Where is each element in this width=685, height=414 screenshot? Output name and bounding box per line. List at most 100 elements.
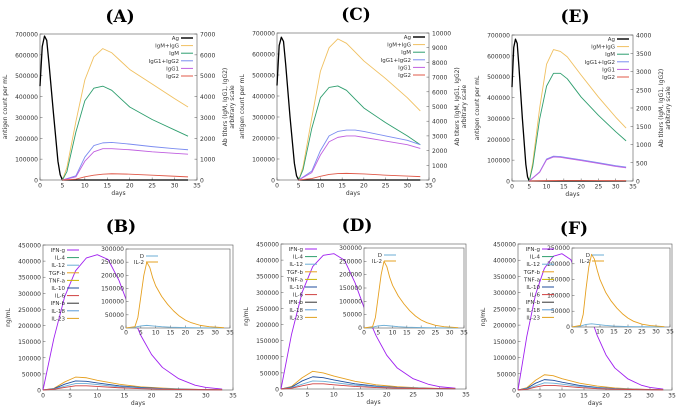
y2-tick-label: 3000 [200, 115, 215, 122]
y-axis-label: antigen count per mL [2, 74, 9, 139]
y-tick-label: 0 [358, 325, 362, 332]
panel-e: (E)0 5 10 15 20 25 30 3501000002000003000004000… [474, 7, 672, 198]
inset-chart: 0 5 10 15 20 25 30 35 0 50000 100000 150000 200000 25… [547, 245, 674, 336]
y-tick-label: 400000 [493, 258, 516, 265]
y-tick-label: 100000 [547, 292, 570, 299]
y-tick-label: 400000 [487, 95, 510, 102]
y-tick-label: 300000 [256, 290, 279, 297]
x-tick-label: 5 [584, 329, 588, 336]
y-tick-label: 100000 [493, 355, 516, 362]
y2-tick-label: 6000 [200, 52, 215, 59]
panel-c: (C)0 5 10 15 20 25 30 3501000002000003000004000… [239, 5, 468, 197]
series-line-il-6 [280, 383, 456, 390]
x-tick-label: 30 [646, 393, 654, 400]
x-axis-label: days [111, 190, 125, 197]
y-tick-label: 0 [271, 178, 275, 185]
legend-label-ag: Ag [608, 37, 615, 43]
panel-a: (A)0 5 10 15 20 25 30 3501000002000003000004000… [2, 7, 236, 197]
x-tick-label: 5 [538, 393, 542, 400]
plot-frame [42, 244, 234, 391]
legend-label-tgf-b: TGF-b [523, 270, 541, 276]
legend-label-ag: Ag [172, 36, 179, 42]
y-tick-label: 0 [506, 179, 510, 186]
x-tick-label: 0 [41, 393, 45, 400]
y-tick-label: 100000 [487, 158, 510, 165]
legend-label-igm: IgM [605, 52, 615, 58]
y-axis-label: ng/mL [243, 306, 250, 325]
legend-label-tnf-a: TNF-a [48, 278, 65, 284]
x-tick-label: 35 [193, 183, 201, 190]
series-line-igm-igg [62, 48, 189, 181]
x-tick-label: 0 [516, 393, 520, 400]
y-tick-label: 100000 [18, 355, 41, 362]
x-axis-label: days [588, 400, 602, 407]
y-tick-label: 150000 [339, 285, 362, 292]
legend-label-il-4: IL-4 [55, 256, 66, 262]
x-tick-label: 25 [595, 184, 603, 191]
legend-label-il-10: IL-10 [526, 285, 540, 291]
y-tick-label: 350000 [256, 274, 279, 281]
y-tick-label: 150000 [101, 286, 124, 293]
y2-axis-label: Ab titers (IgM, IgG1, IgG2) [222, 68, 229, 147]
y-axis-label: ng/mL [480, 307, 487, 326]
inset-chart: 0 5 10 15 20 25 30 35 0 50000 100000 150000 200000 25… [339, 245, 468, 337]
x-tick-label: 20 [624, 329, 632, 336]
legend-label-igg1-igg2: IgG1+IgG2 [149, 59, 179, 65]
series-line-igg1-igg2 [298, 129, 421, 181]
x-tick-label: 20 [602, 393, 610, 400]
y-tick-label: 700000 [252, 31, 275, 38]
y-tick-label: 300000 [18, 291, 41, 298]
x-tick-label: 25 [382, 183, 390, 190]
y2-axis-label: Ab titers (IgM, IgG1, IgG2) [658, 69, 665, 148]
series-line-igm-igg [298, 38, 421, 181]
legend-label-il-18: IL-18 [289, 308, 303, 314]
plot-frame [571, 247, 671, 328]
y-tick-label: 600000 [252, 52, 275, 59]
y-tick-label: 100000 [256, 354, 279, 361]
x-tick-label: 15 [338, 183, 346, 190]
y-tick-label: 500000 [15, 73, 38, 80]
y2-tick-label: 6000 [432, 89, 447, 96]
legend-label-ifn-g: IFN-g [289, 247, 303, 253]
x-tick-label: 20 [126, 183, 134, 190]
x-tick-label: 10 [389, 330, 397, 337]
y2-tick-label: 10000 [432, 31, 451, 38]
y2-tick-label: 0 [432, 178, 436, 185]
y-tick-label: 150000 [18, 339, 41, 346]
legend-label-il-6: IL-6 [530, 293, 541, 299]
plot-frame [280, 243, 467, 390]
x-tick-label: 25 [432, 330, 440, 337]
y-tick-label: 200000 [252, 136, 275, 143]
x-tick-label: 25 [638, 329, 646, 336]
x-tick-label: 30 [403, 183, 411, 190]
series-line-igg1 [528, 156, 627, 182]
y-tick-label: 700000 [15, 32, 38, 39]
y-tick-label: 200000 [101, 272, 124, 279]
y-tick-label: 350000 [493, 274, 516, 281]
y2-tick-label: 4000 [200, 94, 215, 101]
y2-tick-label: 1000 [432, 163, 447, 170]
y-tick-label: 50000 [105, 312, 124, 319]
series-line-igm-igg [528, 49, 627, 182]
x-tick-label: 10 [330, 392, 338, 399]
series-line-il-6 [517, 385, 664, 391]
y-tick-label: 0 [512, 388, 516, 395]
x-tick-label: 0 [279, 392, 283, 399]
y-tick-label: 400000 [256, 258, 279, 265]
legend-label-il-2: IL-2 [580, 259, 590, 265]
y-tick-label: 0 [120, 325, 124, 332]
y-tick-label: 0 [37, 388, 41, 395]
x-tick-label: 20 [360, 183, 368, 190]
series-line-ag [39, 35, 189, 181]
y-tick-label: 250000 [101, 259, 124, 266]
x-tick-label: 35 [666, 329, 674, 336]
y-tick-label: 200000 [547, 261, 570, 268]
series-line-d [125, 324, 225, 329]
legend-label-igg2: IgG2 [398, 73, 411, 79]
x-tick-label: 35 [462, 392, 470, 399]
legend-label-d: D [140, 254, 144, 260]
y2-tick-label: 1500 [636, 124, 651, 131]
y2-tick-label: 2500 [636, 87, 651, 94]
panel-f: (F)0 5 10 15 20 25 30 3505000010000015000020000… [480, 219, 676, 407]
legend-label-tgf-b: TGF-b [48, 271, 66, 277]
